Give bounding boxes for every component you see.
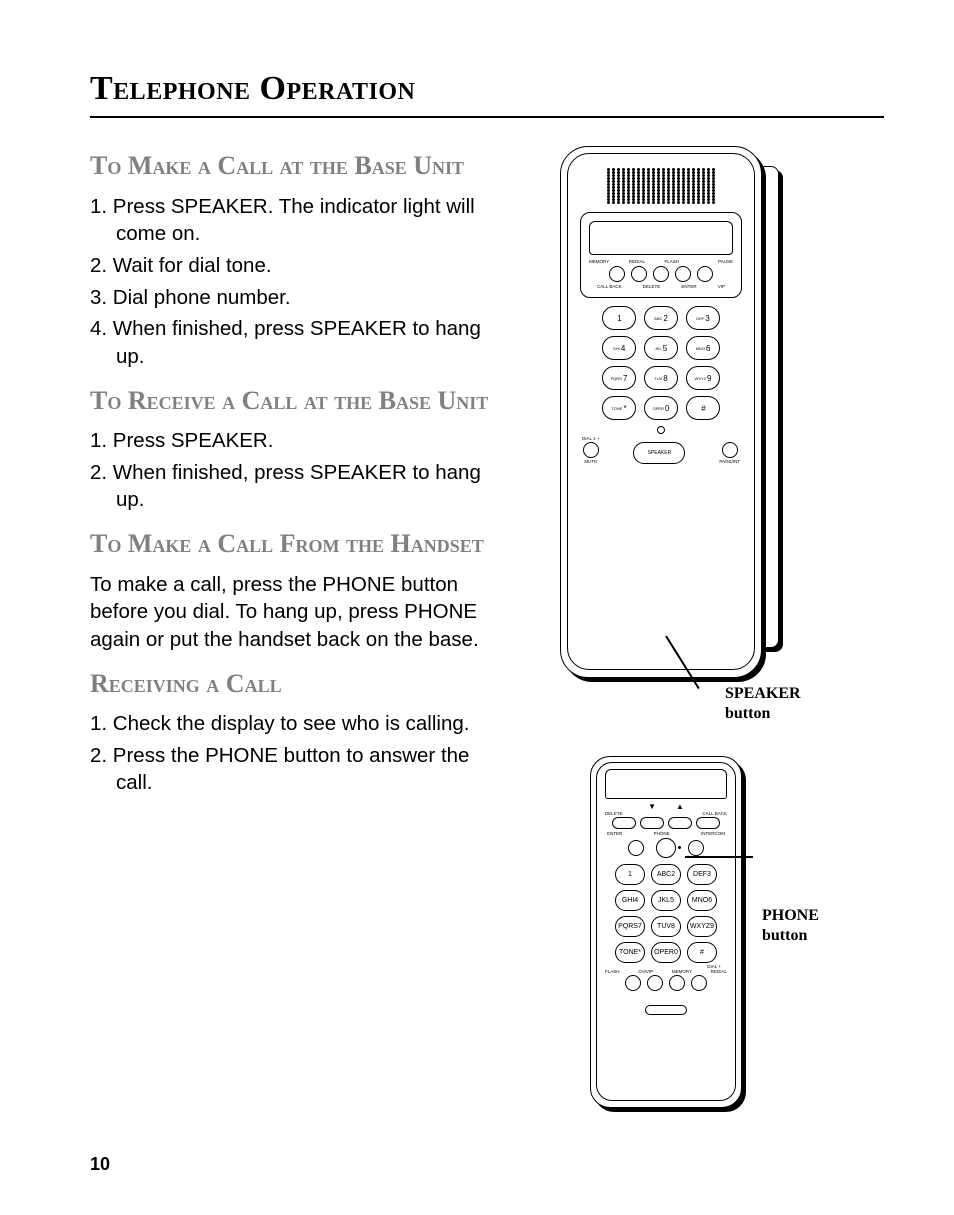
keypad-key[interactable]: JKL5 [644, 336, 678, 360]
keypad-key[interactable]: # [686, 396, 720, 420]
mute-button[interactable] [583, 442, 599, 458]
keypad-key[interactable]: ABC2 [644, 306, 678, 330]
keypad-key[interactable]: GHI4 [615, 890, 645, 911]
step: 1. Check the display to see who is calli… [90, 710, 510, 738]
keypad-key[interactable]: PQRS7 [615, 916, 645, 937]
section-heading-3: Receiving a Call [90, 668, 510, 701]
step: 1. Press SPEAKER. The indicator light wi… [90, 193, 510, 248]
keypad-key[interactable]: DEF3 [687, 864, 717, 885]
step: 2. When finished, press SPEAKER to hang … [90, 459, 510, 514]
bottom-button-labels: CALL BACK DELETE ENTER VIP [585, 282, 737, 289]
redial-button[interactable] [631, 266, 647, 282]
delete-button[interactable] [612, 817, 636, 829]
redial-button[interactable] [691, 975, 707, 991]
blank-button[interactable] [675, 266, 691, 282]
keypad-key[interactable]: 1 [615, 864, 645, 885]
handset-round-row [597, 838, 735, 858]
slot-icon [645, 1005, 687, 1015]
phone-button[interactable] [656, 838, 676, 858]
step: 3. Dial phone number. [90, 284, 510, 312]
step: 2. Press the PHONE button to answer the … [90, 742, 510, 797]
dial-label: DIAL 1 + [582, 436, 599, 441]
mute-label: MUTE [582, 459, 599, 464]
callback-button[interactable] [696, 817, 720, 829]
illustration-column: /*rows built below*/ MEMORY REDIAL FLASH… [530, 136, 884, 807]
base-keypad: 1 ABC2 DEF3 GHI4 JKL5 MNO6 PQRS7 TUV8 WXYZ9 TONE*… [582, 306, 740, 420]
keypad-key[interactable]: GHI4 [602, 336, 636, 360]
down-arrow-icon[interactable]: ▼ [648, 802, 656, 811]
flash-button[interactable] [625, 975, 641, 991]
keypad-key[interactable]: DEF3 [686, 306, 720, 330]
pill-button[interactable] [640, 817, 664, 829]
mic-hole-icon [657, 426, 665, 434]
page-label: PAGE/INT [719, 459, 740, 464]
function-button-row [585, 266, 737, 282]
keypad-key[interactable]: MNO6 [687, 890, 717, 911]
page-number: 10 [90, 1154, 110, 1175]
keypad-key[interactable]: ABC2 [651, 864, 681, 885]
keypad-key[interactable]: JKL5 [651, 890, 681, 911]
page-button[interactable] [722, 442, 738, 458]
lcd-screen [589, 221, 733, 255]
steps-list-1: 1. Press SPEAKER. 2. When finished, pres… [90, 427, 510, 514]
speaker-grill: /*rows built below*/ [568, 154, 754, 210]
section-heading-0: To Make a Call at the Base Unit [90, 150, 510, 183]
handset-illustration: ▼ ▲ DELETE CALL BACK EN [590, 756, 742, 1108]
keypad-key[interactable]: # [687, 942, 717, 963]
keypad-key[interactable]: OPER0 [644, 396, 678, 420]
handset-mid-labels: ENTER PHONE INTERCOM [597, 831, 735, 836]
enter-button[interactable] [628, 840, 644, 856]
section-para-2: To make a call, press the PHONE button b… [90, 571, 510, 654]
base-unit-illustration: /*rows built below*/ MEMORY REDIAL FLASH… [560, 146, 762, 678]
section-heading-2: To Make a Call From the Handset [90, 528, 510, 561]
lcd-panel: MEMORY REDIAL FLASH PAUSE [580, 212, 742, 298]
steps-list-0: 1. Press SPEAKER. The indicator light wi… [90, 193, 510, 371]
keypad-key[interactable]: OPER0 [651, 942, 681, 963]
handset-pill-row [597, 817, 735, 829]
up-arrow-icon[interactable]: ▲ [676, 802, 684, 811]
chvip-button[interactable] [647, 975, 663, 991]
flash-button[interactable] [653, 266, 669, 282]
step: 4. When finished, press SPEAKER to hang … [90, 315, 510, 370]
handset-lcd [605, 769, 727, 799]
text-column: To Make a Call at the Base Unit 1. Press… [90, 136, 510, 807]
speaker-callout: SPEAKERbutton [725, 684, 801, 724]
handset-slot [597, 1005, 735, 1015]
phone-callout: PHONEbutton [762, 906, 819, 946]
memory-button[interactable] [669, 975, 685, 991]
step: 1. Press SPEAKER. [90, 427, 510, 455]
handset-bot-labels: FLASH CH/VIP MEMORY REDIAL [597, 969, 735, 974]
page-title: Telephone Operation [90, 70, 884, 108]
keypad-key[interactable]: 1 [602, 306, 636, 330]
keypad-key[interactable]: TUV8 [644, 366, 678, 390]
intercom-button[interactable] [688, 840, 704, 856]
steps-list-3: 1. Check the display to see who is calli… [90, 710, 510, 797]
keypad-key[interactable]: WXYZ9 [686, 366, 720, 390]
keypad-key[interactable]: PQRS7 [602, 366, 636, 390]
title-rule [90, 116, 884, 118]
handset-pill-labels: DELETE CALL BACK [597, 811, 735, 816]
keypad-key[interactable]: TONE* [615, 942, 645, 963]
speaker-button[interactable]: SPEAKER [633, 442, 685, 464]
section-heading-1: To Receive a Call at the Base Unit [90, 385, 510, 418]
keypad-key[interactable]: TUV8 [651, 916, 681, 937]
step: 2. Wait for dial tone. [90, 252, 510, 280]
memory-button[interactable] [609, 266, 625, 282]
keypad-key[interactable]: WXYZ9 [687, 916, 717, 937]
top-button-labels: MEMORY REDIAL FLASH PAUSE [585, 259, 737, 264]
keypad-key[interactable]: MNO6 [686, 336, 720, 360]
handset-bottom-round-row [597, 975, 735, 991]
pause-button[interactable] [697, 266, 713, 282]
base-bottom-area: DIAL 1 + MUTE SPEAKER PAGE/INT [582, 436, 740, 464]
nav-arrows: ▼ ▲ [597, 802, 735, 811]
keypad-key[interactable]: TONE* [602, 396, 636, 420]
handset-keypad: 1 ABC2 DEF3 GHI4 JKL5 MNO6 PQRS7 TUV8 WXYZ9 TONE*… [605, 864, 727, 963]
phone-pointer [685, 856, 753, 858]
pill-button[interactable] [668, 817, 692, 829]
